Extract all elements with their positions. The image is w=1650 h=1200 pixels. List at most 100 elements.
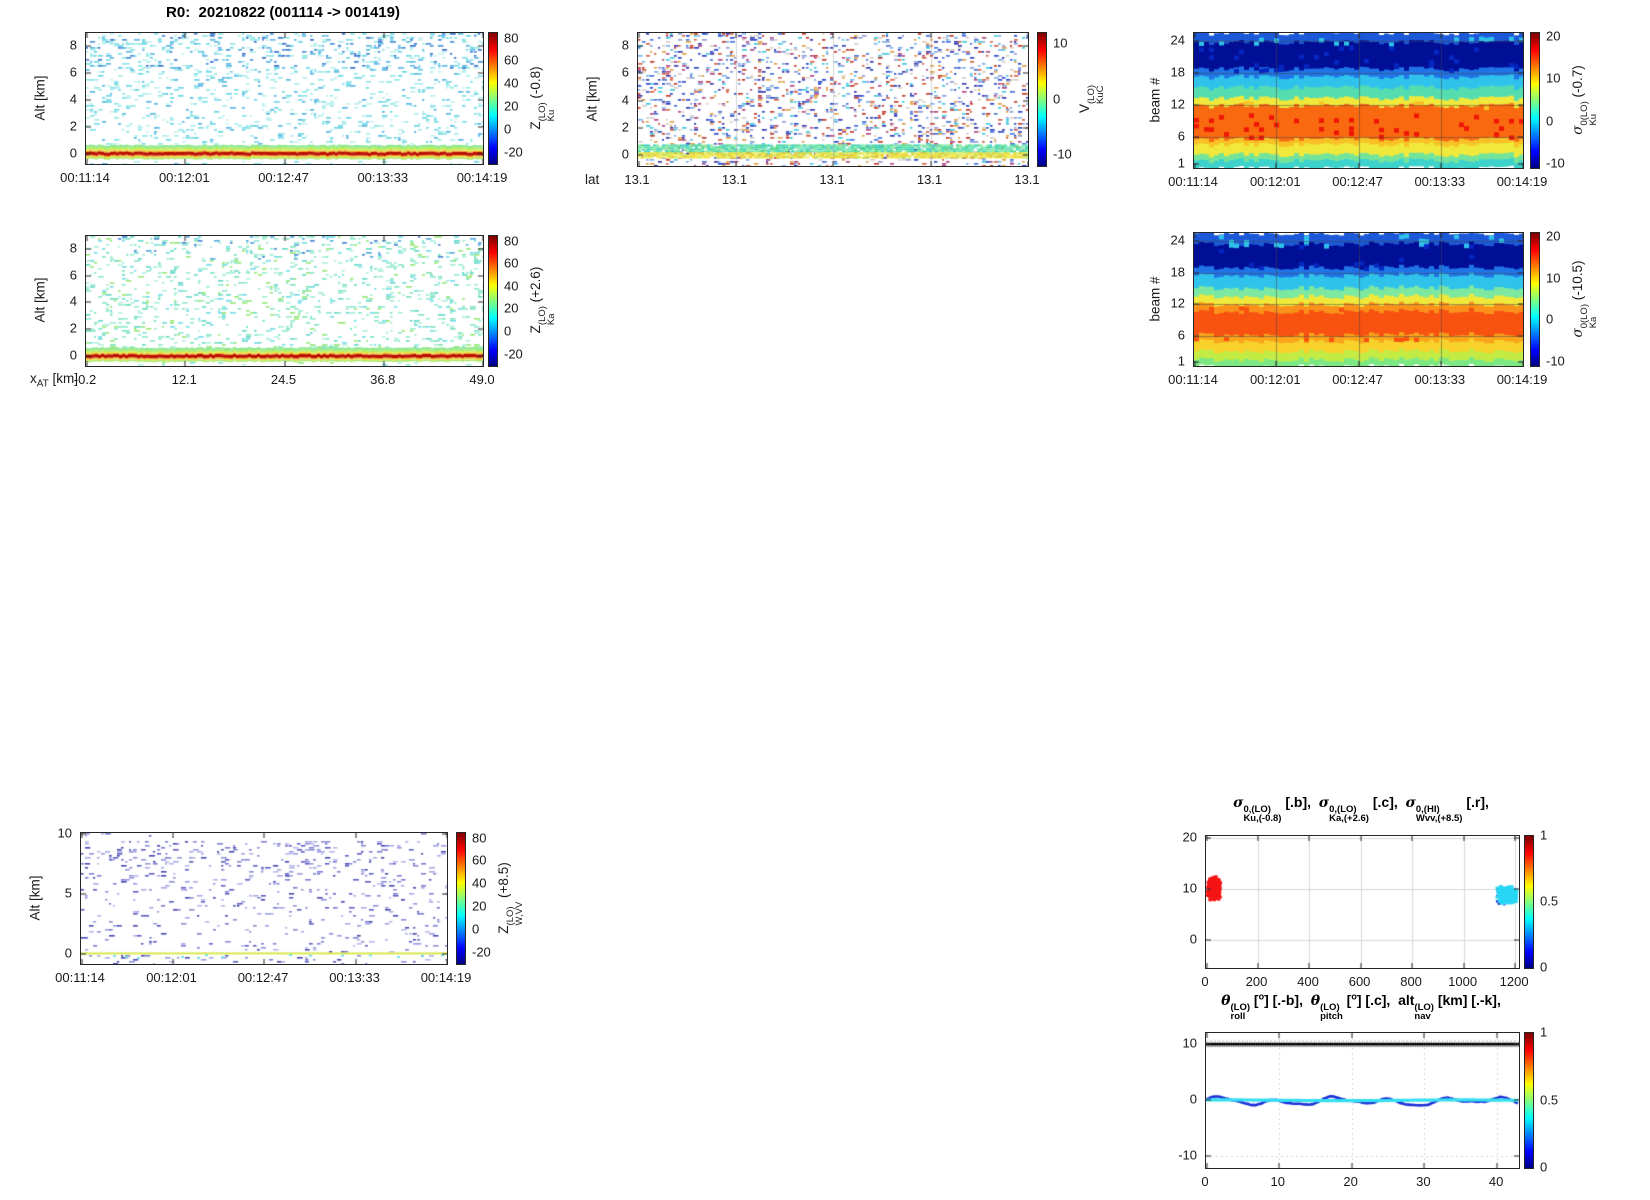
colorbar-z-ka xyxy=(488,235,498,367)
tick-label: 00:13:33 xyxy=(1414,174,1466,189)
tick-label: 40 xyxy=(504,75,519,91)
tick-label: 4 xyxy=(69,293,77,309)
colorbar-z-ka-canvas xyxy=(489,236,497,366)
tick-label: -10 xyxy=(1546,353,1565,369)
scatter-sigma0-plot xyxy=(1205,835,1520,969)
colorbar-sigma0-ku xyxy=(1530,32,1540,169)
tick-label: 12.1 xyxy=(171,372,197,387)
tick-label: 00:11:14 xyxy=(60,170,110,185)
heatmap-z-ku-canvas xyxy=(86,33,483,164)
tick-label: 0 xyxy=(1540,959,1548,975)
tick-label: 2 xyxy=(621,119,629,135)
tick-label: 5 xyxy=(64,885,72,901)
tick-label: 1 xyxy=(1177,155,1185,171)
tick-label: 18 xyxy=(1170,264,1185,280)
tick-label: 10 xyxy=(57,825,72,841)
tick-label: 4 xyxy=(69,91,77,107)
heatmap-sigma0-ka-canvas xyxy=(1194,233,1523,366)
colorbar-z-w xyxy=(456,832,466,965)
tick-label: 6 xyxy=(1177,128,1185,144)
heatmap-z-w xyxy=(80,832,448,965)
tick-label: 60 xyxy=(472,852,487,868)
tick-label: 0 xyxy=(64,945,72,961)
tick-label: 0 xyxy=(1053,91,1061,106)
tick-label: 30 xyxy=(1416,1174,1431,1189)
colorbar-label-v-kuc: V (LO) KuC xyxy=(1077,84,1106,113)
colorbar-z-ku-canvas xyxy=(489,33,497,164)
x-axis-label-xat: xAT [km] xyxy=(29,371,78,390)
tick-label: 1000 xyxy=(1448,974,1478,989)
tick-label: 0 xyxy=(1189,1091,1197,1107)
tick-label: 6 xyxy=(69,64,77,80)
tick-label: 49.0 xyxy=(469,372,495,387)
tick-label: 0 xyxy=(69,347,77,363)
tick-label: 24.5 xyxy=(270,372,297,387)
tick-label: 1 xyxy=(1540,1024,1548,1040)
plot-title-attitude: θ (LO) roll [o] [.-b], θ (LO) pitch [o] [.c]… xyxy=(1221,991,1501,1022)
tick-label: 1 xyxy=(1540,827,1548,843)
tick-label: -20 xyxy=(472,944,491,960)
tick-label: 24 xyxy=(1170,232,1185,248)
tick-label: 80 xyxy=(472,830,487,846)
tick-label: 60 xyxy=(504,52,519,68)
tick-label: 400 xyxy=(1297,974,1319,989)
tick-label: 18 xyxy=(1170,64,1185,80)
tick-label: 0 xyxy=(1201,1174,1209,1189)
tick-label: 0 xyxy=(1546,113,1554,129)
tick-label: 20 xyxy=(1546,228,1561,244)
tick-label: 0.5 xyxy=(1540,1092,1559,1107)
colorbar-label-z-ku: Z (LO) Ku (-0.8) xyxy=(528,65,557,130)
tick-label: 24 xyxy=(1170,32,1185,48)
tick-label: -20 xyxy=(504,144,523,160)
tick-label: 10 xyxy=(1270,1174,1286,1189)
colorbar-label-z-ka: Z (LO) Ka (+2.6) xyxy=(528,266,557,334)
tick-label: 13.1 xyxy=(624,172,650,187)
colorbar-label-sigma0-ku: σ 0(LO) Ku (-0.7) xyxy=(1570,64,1599,135)
tick-label: -0.2 xyxy=(73,372,97,387)
colorbar-sigma0-scatter xyxy=(1524,835,1534,969)
tick-label: 00:14:19 xyxy=(456,170,508,185)
tick-label: 00:12:01 xyxy=(158,170,210,185)
tick-label: 0 xyxy=(1189,931,1197,947)
heatmap-z-ka xyxy=(85,235,484,367)
tick-label: 6 xyxy=(69,267,77,283)
tick-label: 00:12:47 xyxy=(1332,372,1383,387)
figure-title: R0: 20210822 (001114 -> 001419) xyxy=(166,4,400,21)
colorbar-attitude-canvas xyxy=(1525,1033,1533,1168)
tick-label: 200 xyxy=(1245,974,1268,989)
heatmap-sigma0-ku xyxy=(1193,32,1524,169)
colorbar-sigma0-ka xyxy=(1530,232,1540,367)
tick-label: 60 xyxy=(504,255,519,271)
heatmap-z-w-canvas xyxy=(81,833,447,964)
tick-label: 10 xyxy=(1546,270,1561,286)
tick-label: 1200 xyxy=(1499,974,1529,989)
tick-label: 6 xyxy=(621,64,629,80)
tick-label: 12 xyxy=(1170,96,1185,112)
tick-label: 10 xyxy=(1182,880,1197,896)
tick-label: 2 xyxy=(69,320,77,336)
tick-label: 13.1 xyxy=(916,172,943,187)
tick-label: 00:11:14 xyxy=(55,970,105,985)
tick-label: -20 xyxy=(504,346,523,362)
colorbar-sigma0-scatter-canvas xyxy=(1525,836,1533,968)
tick-label: 6 xyxy=(1177,327,1185,343)
colorbar-v-kuc xyxy=(1037,32,1047,167)
tick-label: 0 xyxy=(1546,311,1554,327)
heatmap-v-kuc-canvas xyxy=(638,33,1028,166)
tick-label: 0 xyxy=(472,921,480,937)
tick-label: 00:12:01 xyxy=(146,970,197,985)
line-plot-attitude-canvas xyxy=(1206,1033,1519,1168)
tick-label: 00:14:19 xyxy=(1496,174,1548,189)
tick-label: -10 xyxy=(1546,155,1565,171)
colorbar-v-kuc-canvas xyxy=(1038,33,1046,166)
tick-label: 13.1 xyxy=(1014,172,1040,187)
heatmap-z-ka-canvas xyxy=(86,236,483,366)
plot-title-sigma0-scatter: σ 0,(LO) Ku,(-0.8) [.b], σ 0,(LO) Ka,(+2.6) … xyxy=(1233,793,1489,824)
tick-label: 0 xyxy=(1201,974,1209,989)
colorbar-attitude xyxy=(1524,1032,1534,1169)
tick-label: 13.1 xyxy=(819,172,845,187)
tick-label: 36.8 xyxy=(370,372,396,387)
tick-label: 00:12:47 xyxy=(237,970,289,985)
tick-label: 00:11:14 xyxy=(1168,372,1218,387)
